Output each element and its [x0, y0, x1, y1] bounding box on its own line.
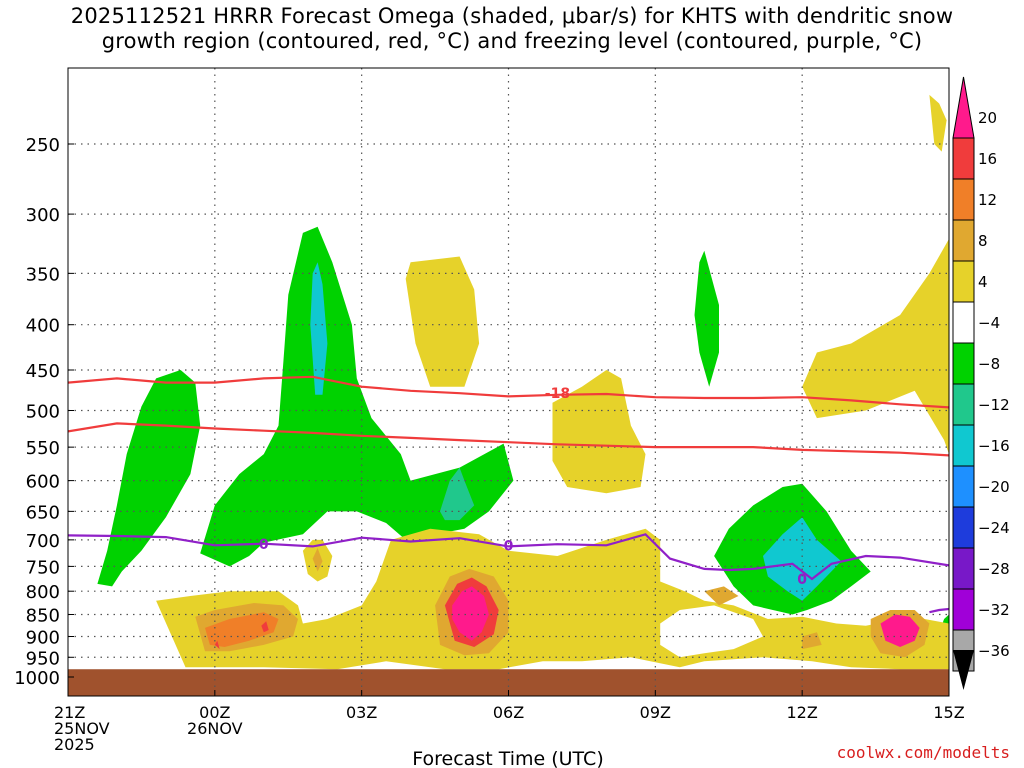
omega-region-mid-ascent-core — [440, 467, 475, 521]
colorbar-label-6: −8 — [978, 355, 1000, 373]
colorbar-label-13: −36 — [978, 642, 1010, 660]
omega-region-late-descent-core — [880, 614, 920, 647]
contour-freezing-level — [68, 533, 949, 581]
grid-lines — [68, 68, 949, 696]
colorbar-label-7: −12 — [978, 396, 1010, 414]
omega-region-top-right-subsidence — [929, 94, 947, 152]
colorbar-swatch-11 — [952, 547, 975, 590]
colorbar-swatch-5 — [952, 301, 975, 344]
y-tick-label-450: 450 — [26, 361, 60, 382]
omega-region-small-subsidence-b — [312, 548, 323, 572]
omega-region-dry-pocket — [660, 605, 763, 658]
colorbar-label-0: 20 — [978, 109, 997, 127]
omega-region-upper-right-green — [694, 250, 719, 387]
y-tick-label-900: 900 — [26, 627, 60, 648]
omega-region-strong-descent-core — [452, 586, 489, 641]
contour-lines — [68, 375, 949, 614]
contour-dgz-lower-isotherm — [68, 422, 949, 457]
y-tick-label-400: 400 — [26, 316, 60, 337]
x-tick-label-9-0: 06Z — [493, 703, 524, 722]
omega-region-upper-mid-subsidence — [405, 256, 480, 387]
colorbar-swatch-7 — [952, 383, 975, 426]
colorbar-label-12: −32 — [978, 601, 1010, 619]
colorbar-label-10: −24 — [978, 519, 1010, 537]
omega-region-early-ascent-column — [97, 370, 201, 587]
omega-region-upper-ascent-core — [310, 262, 328, 395]
colorbar-swatch-6 — [952, 342, 975, 385]
colorbar-swatch-3 — [952, 219, 975, 262]
omega-region-early-descent-max — [261, 621, 269, 633]
y-tick-label-950: 950 — [26, 648, 60, 669]
y-tick-label-250: 250 — [26, 135, 60, 156]
x-tick-label-18-0: 15Z — [933, 703, 964, 722]
colorbar-swatch-10 — [952, 506, 975, 549]
x-tick-label-3-1: 26NOV — [187, 719, 243, 738]
colorbar-label-2: 12 — [978, 191, 997, 209]
y-tick-label-300: 300 — [26, 205, 60, 226]
colorbar-label-1: 16 — [978, 150, 997, 168]
contour-label-3: 0 — [797, 572, 807, 588]
colorbar-label-11: −28 — [978, 560, 1010, 578]
colorbar-label-8: −16 — [978, 437, 1010, 455]
colorbar-swatch-bottom-arrow — [953, 650, 974, 690]
omega-region-early-descent-max-2 — [214, 640, 220, 650]
contour-freezing-level-edge — [929, 607, 949, 614]
omega-region-mid-subsidence — [552, 370, 646, 494]
x-tick-label-0-1: 25NOV — [54, 719, 110, 738]
y-tick-label-550: 550 — [26, 438, 60, 459]
contour-dgz-upper-isotherm — [68, 375, 949, 409]
omega-region-late-ascent-core — [763, 517, 842, 601]
y-tick-label-700: 700 — [26, 531, 60, 552]
chart-title-line-1: 2025112521 HRRR Forecast Omega (shaded, … — [70, 4, 954, 28]
chart-title-line-2: growth region (contoured, red, °C) and f… — [101, 29, 923, 53]
x-tick-label-12-0: 09Z — [640, 703, 671, 722]
colorbar-label-5: −4 — [978, 314, 1000, 332]
x-tick-label-0-0: 21Z — [54, 703, 85, 722]
omega-region-early-descent-core — [205, 612, 279, 647]
y-tick-label-600: 600 — [26, 472, 60, 493]
x-tick-label-3-0: 00Z — [199, 703, 230, 722]
y-axis: 2503003504004505005506006507007508008509… — [14, 135, 74, 689]
colorbar-swatch-2 — [952, 178, 975, 221]
colorbar: 20 16 12 8 4 −4 −8 −12 −16 −20 −24 −28 −32 −36 — [952, 76, 1010, 690]
y-tick-label-850: 850 — [26, 606, 60, 627]
x-tick-label-6-0: 03Z — [346, 703, 377, 722]
watermark: coolwx.com/modelts — [836, 743, 1010, 762]
colorbar-label-3: 8 — [978, 232, 988, 250]
y-tick-label-350: 350 — [26, 264, 60, 285]
y-tick-label-650: 650 — [26, 502, 60, 523]
x-tick-label-0-2: 2025 — [54, 735, 95, 754]
omega-shading — [97, 94, 949, 670]
y-tick-label-500: 500 — [26, 402, 60, 423]
y-tick-label-800: 800 — [26, 582, 60, 603]
x-tick-label-15-0: 12Z — [787, 703, 818, 722]
colorbar-swatch-0 — [952, 76, 975, 139]
colorbar-swatch-8 — [952, 424, 975, 467]
x-axis-label: Forecast Time (UTC) — [412, 748, 603, 768]
contour-label-2: 0 — [504, 538, 514, 554]
y-tick-label-750: 750 — [26, 557, 60, 578]
omega-region-upper-ascent-plume — [200, 226, 514, 567]
colorbar-swatch-1 — [952, 137, 975, 180]
chart-title: 2025112521 HRRR Forecast Omega (shaded, … — [0, 4, 1024, 54]
contour-label-0: -18 — [545, 386, 570, 402]
colorbar-swatch-12 — [952, 588, 975, 631]
contour-labels: -18 0 0 0 — [259, 386, 807, 588]
contour-label-1: 0 — [259, 537, 269, 553]
y-tick-label-1000: 1000 — [14, 668, 60, 689]
colorbar-label-4: 4 — [978, 273, 988, 291]
colorbar-swatch-4 — [952, 260, 975, 303]
colorbar-swatch-9 — [952, 465, 975, 508]
colorbar-label-9: −20 — [978, 478, 1010, 496]
